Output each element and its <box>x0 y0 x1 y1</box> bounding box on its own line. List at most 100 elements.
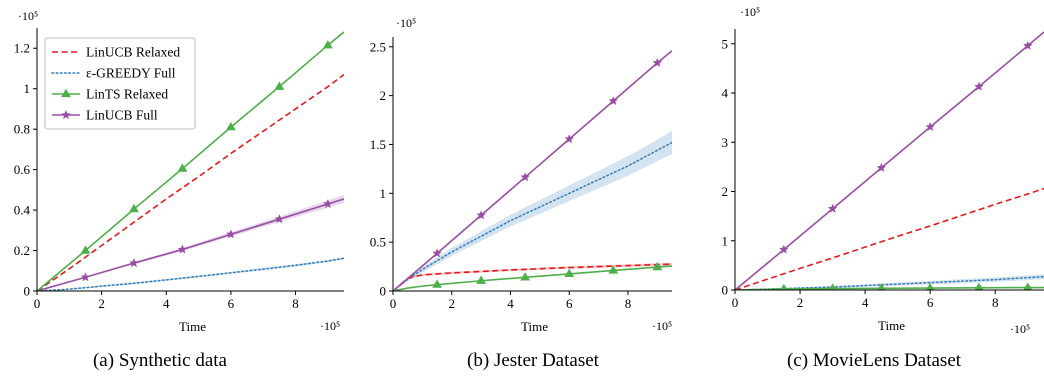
y-tick-label-4: 4 <box>722 86 729 101</box>
series-2-marker-5 <box>1023 282 1033 290</box>
x-scale-label: ·10⁵ <box>652 319 672 333</box>
panel-movielens-dataset: 0 2 4 6 8 0 1 2 3 4 5 Time ·10⁵ ·10⁵ (c) MovieLens Dat… <box>722 5 1044 371</box>
y-tick-label-6: 1.2 <box>14 41 30 56</box>
series-2-marker-0 <box>432 279 442 288</box>
panel-synthetic-data: 0 2 4 6 8 0 0.2 0.4 0.6 0.8 1 1.2 Time ·10⁵ ·10⁵ (a) Sy… <box>14 9 344 371</box>
y-tick-label-1: 0.5 <box>370 235 386 250</box>
series-line-1 <box>393 141 672 291</box>
x-axis-label: Time <box>521 319 548 334</box>
series-2-marker-4 <box>608 265 619 274</box>
legend: LinUCB Relaxed ε-GREEDY Full LinTS Relaxed… <box>44 37 196 130</box>
series-line-1 <box>37 257 344 291</box>
legend-marker <box>61 88 71 98</box>
y-scale-label: ·10⁵ <box>740 5 760 19</box>
series-line-3 <box>735 31 1044 290</box>
x-tick-label-3: 6 <box>228 296 235 311</box>
x-tick-label-2: 4 <box>862 295 869 310</box>
legend-label: LinUCB Full <box>86 108 158 123</box>
x-tick-label-4: 8 <box>625 296 632 311</box>
plot-area <box>37 31 344 291</box>
series-2-marker-1 <box>828 283 837 290</box>
x-tick-label-0: 0 <box>732 295 739 310</box>
y-tick-label-2: 0.4 <box>14 203 31 218</box>
series-3-marker-0 <box>778 244 789 254</box>
y-tick-label-0: 0 <box>722 283 729 298</box>
legend-box <box>44 37 196 130</box>
series-3-marker-4 <box>608 95 619 106</box>
y-tick-label-1: 1 <box>722 233 729 248</box>
series-3-marker-5 <box>652 57 663 68</box>
series-3-marker-1 <box>129 257 139 268</box>
series-2-marker-1 <box>129 203 139 213</box>
series-3-marker-4 <box>974 81 984 91</box>
y-scale-label: ·10⁵ <box>18 9 38 23</box>
series-3-marker-5 <box>1022 40 1033 50</box>
y-tick-label-3: 0.6 <box>14 162 31 177</box>
series-3-marker-0 <box>432 248 442 258</box>
x-axis-label: Time <box>878 318 905 333</box>
legend-item: LinTS Relaxed <box>52 87 168 102</box>
y-tick-label-5: 5 <box>722 36 729 51</box>
series-3-marker-2 <box>177 244 188 254</box>
x-tick-label-4: 8 <box>992 295 999 310</box>
y-tick-label-3: 3 <box>722 135 729 150</box>
series-3-marker-1 <box>476 210 486 220</box>
series-line-0 <box>735 187 1044 290</box>
series-2-marker-5 <box>322 40 333 49</box>
series-line-0 <box>393 263 672 291</box>
y-tick-label-5: 2.5 <box>370 39 386 54</box>
x-tick-label-3: 6 <box>566 296 573 311</box>
series-line-2 <box>37 31 344 291</box>
y-scale-label: ·10⁵ <box>396 16 416 30</box>
series-2-marker-3 <box>226 121 236 131</box>
series-2-marker-0 <box>80 245 91 254</box>
legend-marker <box>61 109 71 120</box>
series-line-3 <box>37 198 344 291</box>
panel-caption: (c) MovieLens Dataset <box>787 350 962 371</box>
x-tick-label-2: 4 <box>163 296 170 311</box>
series-3-marker-2 <box>520 172 530 182</box>
panel-caption: (b) Jester Dataset <box>467 350 600 371</box>
series-line-2 <box>735 286 1044 290</box>
plot-area <box>393 50 672 291</box>
series-band-1 <box>735 274 1044 290</box>
y-tick-label-4: 2 <box>380 88 387 103</box>
series-line-3 <box>393 50 672 291</box>
series-3-marker-4 <box>274 214 285 224</box>
y-tick-label-1: 0.2 <box>14 243 30 258</box>
x-scale-label: ·10⁵ <box>320 319 340 333</box>
series-2-marker-3 <box>564 268 575 278</box>
series-3-marker-3 <box>564 134 575 144</box>
legend-item: LinUCB Full <box>52 108 158 123</box>
series-2-marker-0 <box>780 283 788 290</box>
series-3-marker-0 <box>80 272 91 282</box>
y-tick-label-0: 0 <box>24 284 31 299</box>
series-3-marker-5 <box>323 198 333 209</box>
x-tick-label-0: 0 <box>390 296 397 311</box>
series-3-marker-2 <box>876 162 887 172</box>
y-tick-label-0: 0 <box>380 284 387 299</box>
series-2-marker-3 <box>925 282 935 290</box>
x-tick-label-0: 0 <box>34 296 41 311</box>
legend-label: ε-GREEDY Full <box>86 66 176 81</box>
x-tick-label-1: 2 <box>448 296 455 311</box>
series-2-marker-2 <box>520 272 531 281</box>
y-tick-label-2: 1 <box>380 186 387 201</box>
y-tick-label-5: 1 <box>24 81 31 96</box>
legend-label: LinTS Relaxed <box>86 87 168 102</box>
series-2-marker-4 <box>974 282 984 290</box>
series-2-marker-5 <box>652 261 663 271</box>
legend-label: LinUCB Relaxed <box>86 45 180 60</box>
x-tick-label-1: 2 <box>98 296 105 311</box>
series-band-1 <box>37 257 344 291</box>
x-tick-label-2: 4 <box>507 296 514 311</box>
panel-jester-dataset: 0 2 4 6 8 0 0.5 1 1.5 2 2.5 Time ·10⁵ ·10⁵ (b) Jester … <box>370 16 672 371</box>
legend-item: ε-GREEDY Full <box>51 66 176 81</box>
panel-caption: (a) Synthetic data <box>93 350 228 371</box>
legend-item: LinUCB Relaxed <box>52 45 180 60</box>
x-tick-label-4: 8 <box>292 296 299 311</box>
y-tick-label-4: 0.8 <box>14 122 30 137</box>
x-tick-label-3: 6 <box>927 295 934 310</box>
series-3-marker-3 <box>925 121 935 132</box>
